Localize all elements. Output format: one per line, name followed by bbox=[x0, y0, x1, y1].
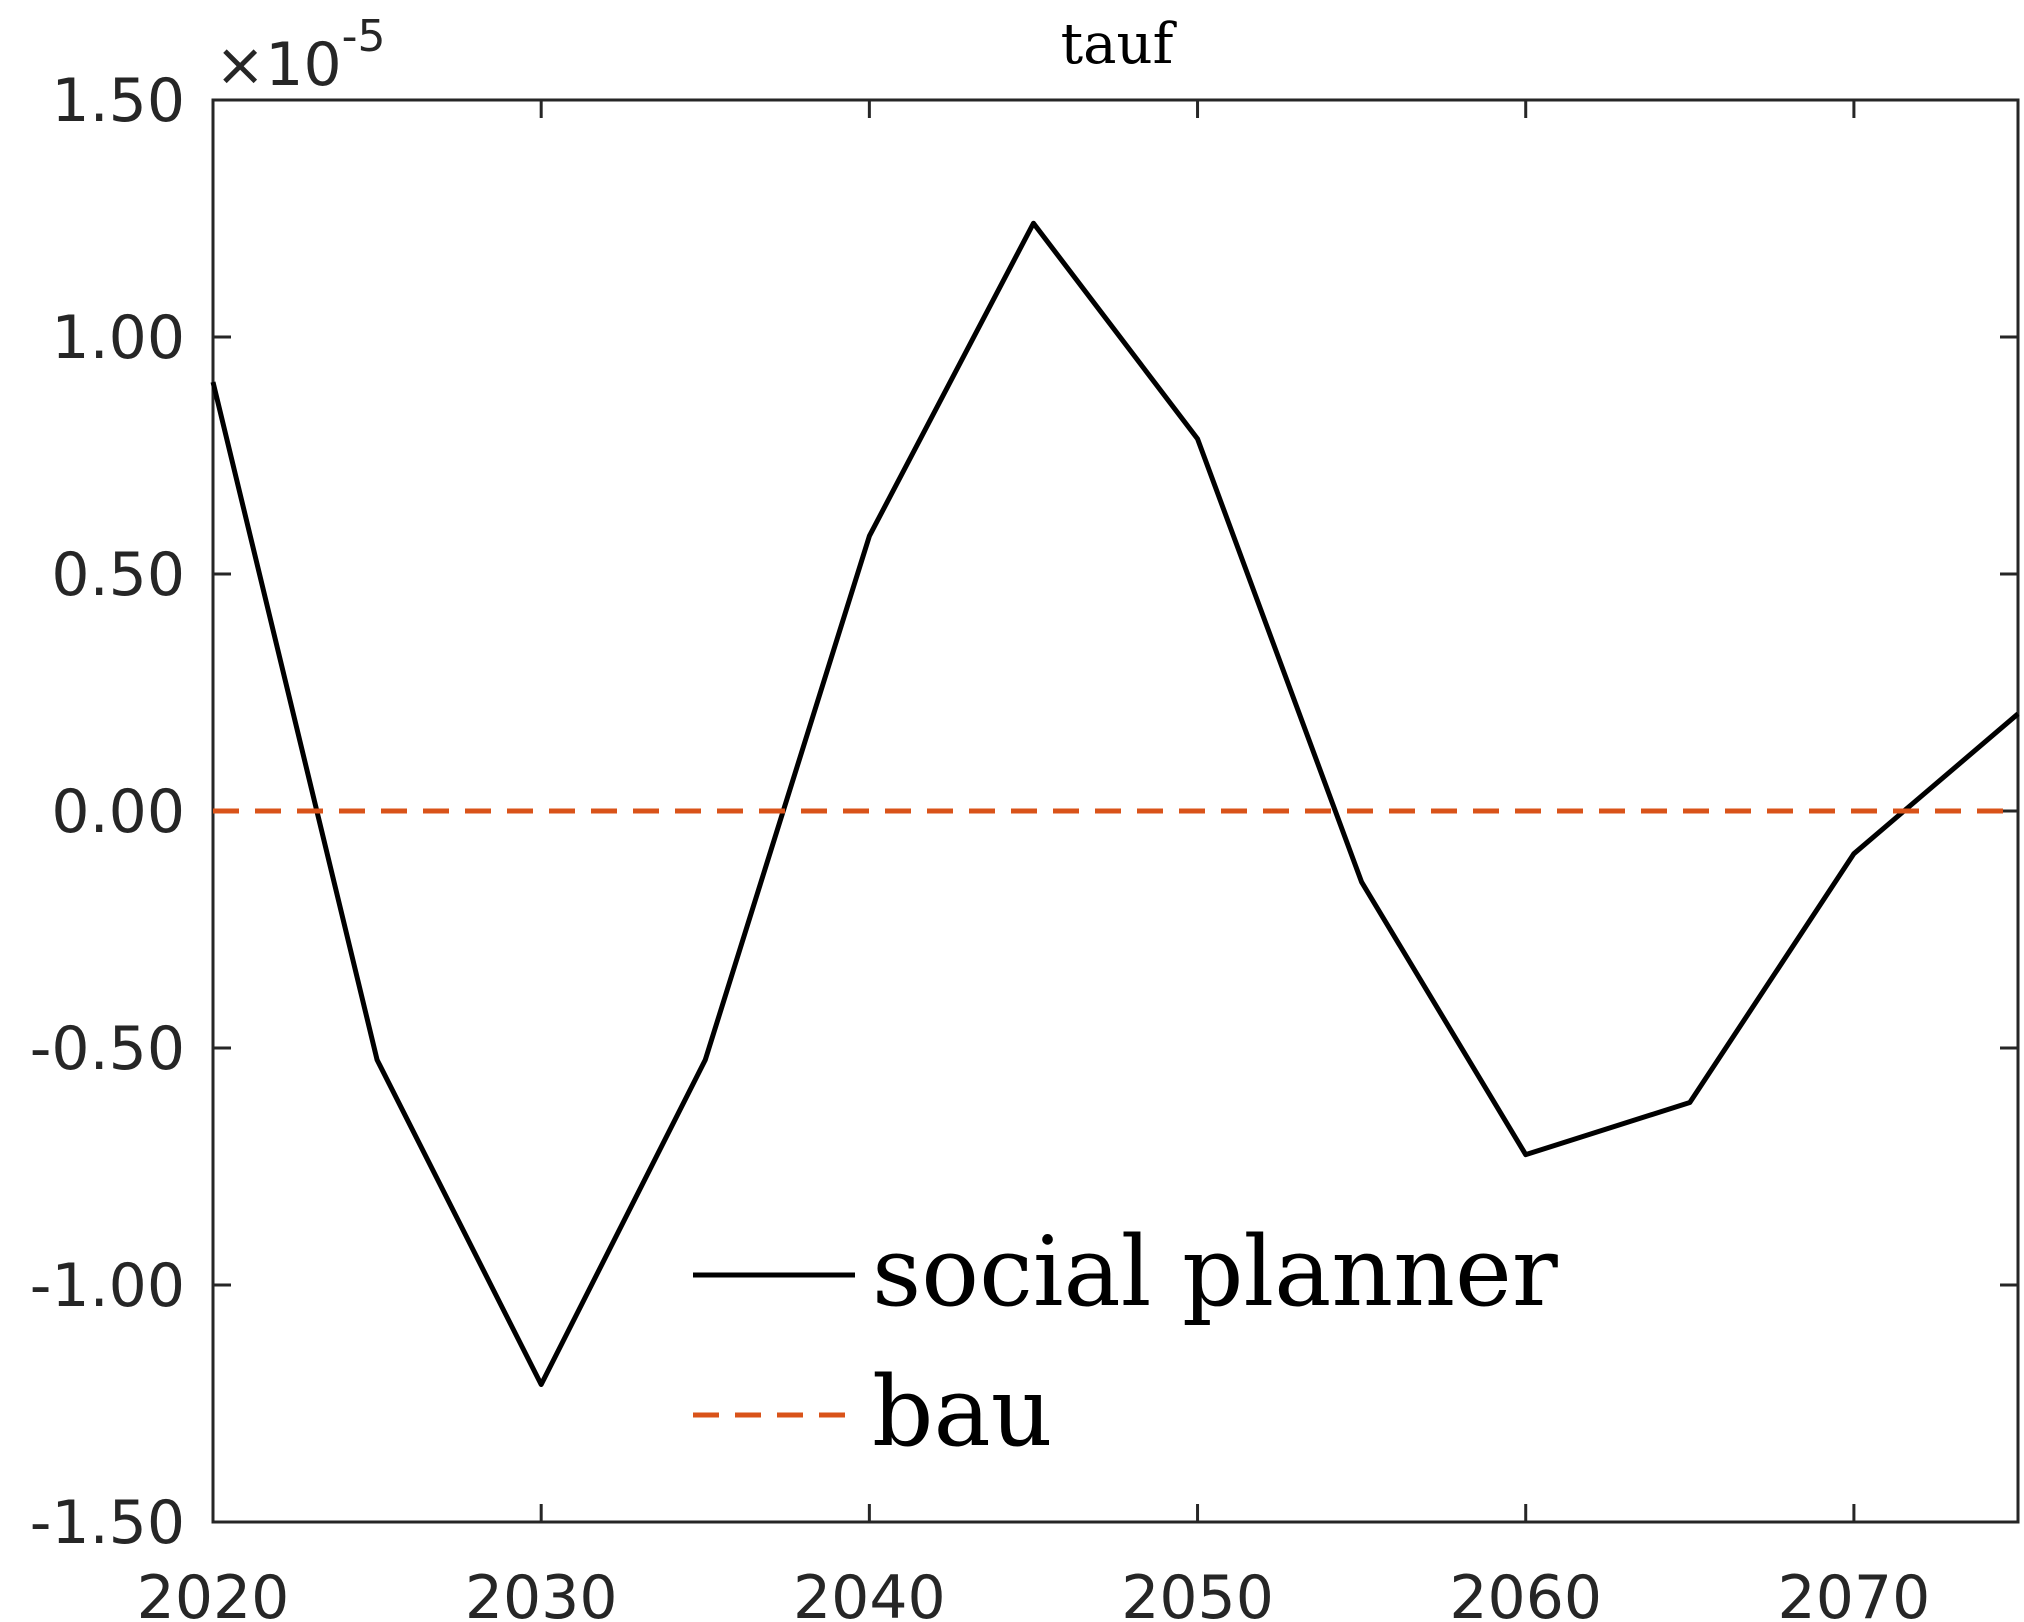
chart-title: tauf bbox=[1061, 12, 1178, 77]
y-tick-label: -1.50 bbox=[30, 1488, 185, 1558]
x-tick-label: 2060 bbox=[1449, 1563, 1602, 1622]
y-tick-label: 0.00 bbox=[51, 777, 185, 847]
legend-label: social planner bbox=[872, 1216, 1558, 1328]
y-tick-label: -1.00 bbox=[30, 1251, 185, 1321]
y-tick-label: -0.50 bbox=[30, 1014, 185, 1084]
y-multiplier: ×10 bbox=[215, 30, 342, 100]
x-tick-label: 2050 bbox=[1121, 1563, 1274, 1622]
y-tick-labels: -1.50 -1.00 -0.50 0.00 0.50 1.00 1.50 bbox=[30, 66, 185, 1558]
x-tick-labels: 2020 2030 2040 2050 2060 2070 bbox=[137, 1563, 1931, 1622]
y-tick-label: 0.50 bbox=[51, 540, 185, 610]
y-tick-label: 1.00 bbox=[51, 303, 185, 373]
legend-label: bau bbox=[872, 1356, 1053, 1468]
x-tick-label: 2040 bbox=[793, 1563, 946, 1622]
x-tick-label: 2070 bbox=[1778, 1563, 1931, 1622]
axis-ticks bbox=[211, 98, 2018, 1524]
x-tick-label: 2030 bbox=[465, 1563, 618, 1622]
y-axis-exponent: ×10-5 bbox=[215, 11, 386, 100]
svg-text:×10-5: ×10-5 bbox=[215, 11, 386, 100]
series-line-social-planner bbox=[210, 220, 2020, 1388]
y-tick-label: 1.50 bbox=[51, 66, 185, 136]
y-exponent-value: -5 bbox=[342, 11, 386, 62]
legend: social planner bau bbox=[693, 1216, 1558, 1468]
x-tick-label: 2020 bbox=[137, 1563, 290, 1622]
series-layer bbox=[210, 220, 2020, 1388]
